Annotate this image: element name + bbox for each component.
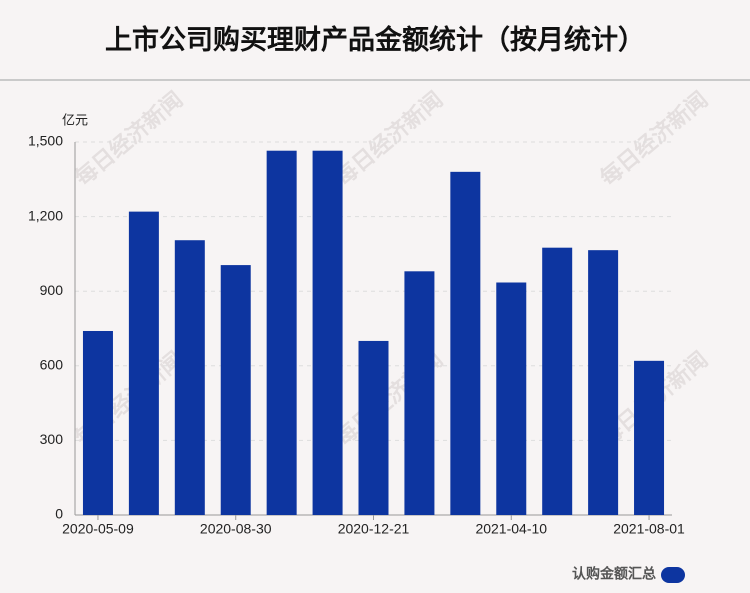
- y-tick-label: 600: [40, 357, 64, 373]
- bar: [174, 240, 205, 515]
- x-tick-label: 2021-08-01: [613, 521, 685, 537]
- bar: [358, 340, 389, 515]
- x-tick-label: 2020-12-21: [338, 521, 410, 537]
- bar: [634, 360, 665, 515]
- bar: [588, 250, 619, 516]
- y-tick-label: 1,500: [28, 133, 63, 149]
- legend-label: 认购金额汇总: [572, 566, 656, 582]
- x-tick-label: 2020-08-30: [200, 521, 272, 537]
- y-axis-label: 亿元: [62, 112, 88, 127]
- bar: [404, 271, 435, 515]
- bar: [220, 265, 251, 515]
- bar: [450, 171, 481, 515]
- x-tick-label: 2020-05-09: [62, 521, 134, 537]
- bar: [496, 282, 527, 515]
- bar: [82, 330, 113, 515]
- y-tick-label: 0: [55, 506, 63, 522]
- bar: [542, 247, 573, 515]
- x-tick-label: 2021-04-10: [475, 521, 547, 537]
- bar: [312, 150, 343, 515]
- y-tick-label: 1,200: [28, 207, 63, 223]
- bar: [266, 150, 297, 515]
- chart-title: 上市公司购买理财产品金额统计（按月统计）: [105, 24, 645, 55]
- y-tick-label: 900: [40, 282, 64, 298]
- y-tick-label: 300: [40, 431, 64, 447]
- legend-swatch: [661, 567, 685, 583]
- bar: [128, 211, 159, 516]
